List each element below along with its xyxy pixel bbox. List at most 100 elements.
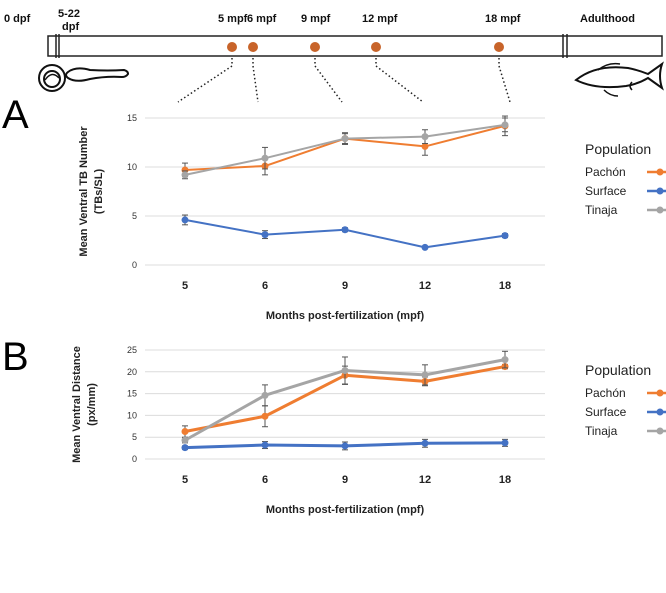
- legend-title: Population: [585, 362, 651, 378]
- y-tick-label: 5: [132, 211, 137, 221]
- data-point: [501, 356, 509, 364]
- y-axis-title: Mean Ventral TB Number: [78, 126, 90, 257]
- y-axis-title-unit: (TBs/SL): [93, 169, 105, 215]
- chart-panel-b: 0 5 10 15 20 25 5 6 9 12 18 Months post-fertilizati…: [71, 345, 666, 516]
- data-point: [421, 243, 429, 251]
- series-line: [184, 218, 506, 249]
- x-tick-label: 5: [182, 474, 188, 486]
- timeline-markers: 5 mpf 6 mpf 9 mpf 12 mpf 18 mpf: [218, 13, 521, 52]
- data-point: [421, 133, 429, 141]
- x-tick-label: 18: [499, 474, 511, 486]
- legend-swatch-dot: [656, 389, 664, 397]
- panel-letter-b: B: [2, 335, 29, 379]
- legend-swatch-dot: [656, 206, 664, 214]
- data-point: [341, 226, 349, 234]
- data-point: [261, 231, 269, 239]
- timeline: 0 dpf 5-22 dpf Adulthood 5 mpf 6 mpf 9 mpf…: [4, 8, 664, 103]
- series-pachn: [181, 115, 509, 178]
- timeline-marker-label: 9 mpf: [301, 13, 331, 25]
- legend-label: Surface: [585, 184, 627, 198]
- legend-label: Pachón: [585, 165, 626, 179]
- legend-label: Surface: [585, 405, 627, 419]
- x-tick-label: 12: [419, 280, 431, 292]
- legend-title: Population: [585, 141, 651, 157]
- adult-fish-icon: [574, 61, 664, 97]
- timeline-marker-dot: [494, 42, 504, 52]
- timeline-marker-dot: [227, 42, 237, 52]
- timeline-marker-label: 12 mpf: [362, 13, 398, 25]
- data-point: [181, 166, 189, 174]
- timeline-connector: [375, 58, 424, 103]
- x-tick-label: 5: [182, 280, 188, 292]
- x-tick-label: 9: [342, 280, 348, 292]
- legend-swatch-dot: [656, 427, 664, 435]
- data-point: [501, 121, 509, 129]
- y-tick-label: 10: [127, 410, 137, 420]
- timeline-label-adulthood: Adulthood: [580, 13, 635, 25]
- embryo-icon: [38, 64, 66, 92]
- data-point: [181, 436, 189, 444]
- data-point: [341, 135, 349, 143]
- timeline-marker-dot: [248, 42, 258, 52]
- x-tick-label: 6: [262, 474, 268, 486]
- timeline-connectors: [177, 58, 511, 103]
- data-point: [261, 441, 269, 449]
- legend-swatch-dot: [656, 408, 664, 416]
- y-tick-label: 25: [127, 345, 137, 355]
- larva-icon: [65, 67, 130, 82]
- data-point: [181, 428, 189, 436]
- timeline-connector: [252, 58, 259, 103]
- y-tick-label: 10: [127, 162, 137, 172]
- data-point: [261, 412, 269, 420]
- panel-letter-a: A: [2, 93, 29, 137]
- x-axis-title: Months post-fertilization (mpf): [266, 504, 425, 516]
- x-axis-title: Months post-fertilization (mpf): [266, 310, 425, 322]
- timeline-connector: [498, 58, 511, 103]
- y-tick-label: 20: [127, 367, 137, 377]
- timeline-marker-label: 18 mpf: [485, 13, 521, 25]
- x-tick-label: 18: [499, 280, 511, 292]
- data-point: [181, 444, 189, 452]
- series-tinaja: [181, 350, 509, 444]
- series-surface: [181, 438, 509, 452]
- data-point: [181, 171, 189, 179]
- data-point: [501, 439, 509, 447]
- series-tinaja: [181, 117, 509, 180]
- legend-label: Pachón: [585, 386, 626, 400]
- data-point: [421, 142, 429, 150]
- timeline-marker-dot: [310, 42, 320, 52]
- y-tick-label: 0: [132, 454, 137, 464]
- legend: Population Pachón Surface Tinaja: [585, 362, 666, 438]
- legend-label: Tinaja: [585, 203, 618, 217]
- timeline-label-larval-range: 5-22: [58, 8, 80, 20]
- y-tick-label: 5: [132, 432, 137, 442]
- y-axis-title: Mean Ventral Distance: [71, 346, 83, 463]
- legend-swatch-dot: [656, 187, 664, 195]
- timeline-label-larval-unit: dpf: [62, 21, 79, 33]
- data-point: [261, 391, 269, 399]
- data-point: [421, 439, 429, 447]
- y-tick-label: 15: [127, 113, 137, 123]
- data-point: [501, 232, 509, 240]
- data-point: [341, 442, 349, 450]
- y-axis-title-unit: (px/mm): [86, 383, 98, 426]
- data-point: [341, 366, 349, 374]
- x-tick-label: 6: [262, 280, 268, 292]
- timeline-marker-dot: [371, 42, 381, 52]
- y-tick-label: 0: [132, 260, 137, 270]
- series-surface: [181, 214, 509, 251]
- timeline-bar: [47, 35, 663, 57]
- timeline-connector: [177, 58, 233, 103]
- x-tick-label: 9: [342, 474, 348, 486]
- legend: Population Pachón Surface Tinaja: [585, 141, 666, 217]
- timeline-connector: [314, 58, 343, 103]
- timeline-marker-label: 6 mpf: [247, 13, 277, 25]
- timeline-label-0dpf: 0 dpf: [4, 13, 31, 25]
- timeline-marker-label: 5 mpf: [218, 13, 248, 25]
- y-tick-label: 15: [127, 389, 137, 399]
- data-point: [181, 216, 189, 224]
- legend-swatch-dot: [656, 168, 664, 176]
- data-point: [261, 154, 269, 162]
- data-point: [421, 371, 429, 379]
